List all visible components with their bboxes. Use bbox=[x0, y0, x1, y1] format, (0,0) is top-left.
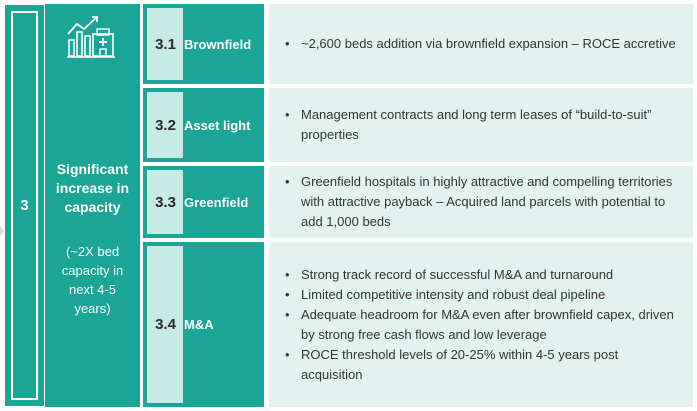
left-arrow-marker bbox=[0, 226, 4, 236]
row-number-tile bbox=[147, 170, 183, 234]
row-label: M&A bbox=[184, 317, 214, 332]
row-number-tile bbox=[147, 8, 183, 80]
pillar-subtitle-line: capacity in bbox=[61, 263, 124, 278]
bullet-item: Adequate headroom for M&A even after bro… bbox=[281, 305, 683, 345]
pillar-title-line: Significant bbox=[56, 161, 129, 177]
row-number: 3.3 bbox=[155, 193, 176, 211]
row-number: 3.2 bbox=[155, 116, 176, 134]
row-label: Brownfield bbox=[184, 36, 252, 52]
pillar-title-line: increase in bbox=[55, 180, 130, 196]
pillar-subtitle: (~2X bed capacity in next 4-5 years) bbox=[45, 242, 140, 318]
row-label: Asset light bbox=[184, 117, 251, 133]
row-label: Greenfield bbox=[184, 194, 249, 210]
row-number-tile bbox=[147, 246, 183, 403]
pillar-subtitle-line: next 4-5 bbox=[69, 282, 116, 297]
pillar-subtitle-line: (~2X bed bbox=[65, 244, 120, 259]
bullet-item: ROCE threshold levels of 20-25% within 4… bbox=[281, 345, 683, 385]
pillar-subtitle-line: years) bbox=[74, 301, 111, 316]
strategy-row-greenfield: 3.3 Greenfield bbox=[143, 166, 264, 238]
pillar-title-column: Significant increase in capacity (~2X be… bbox=[45, 4, 140, 407]
row-description-asset-light: Management contracts and long term lease… bbox=[269, 88, 693, 162]
hospital-growth-chart-icon bbox=[67, 14, 117, 60]
strategy-row-brownfield: 3.1 Brownfield bbox=[143, 4, 264, 84]
bullet-item: Limited competitive intensity and robust… bbox=[281, 285, 683, 305]
row-number: 3.1 bbox=[155, 35, 176, 53]
row-description-greenfield: Greenfield hospitals in highly attractiv… bbox=[269, 166, 693, 238]
pillar-number-frame: 3 bbox=[11, 11, 38, 400]
pillar-number: 3 bbox=[20, 197, 29, 214]
strategy-row-m-and-a: 3.4 M&A bbox=[143, 242, 264, 407]
row-description-brownfield: ~2,600 beds addition via brownfield expa… bbox=[269, 4, 693, 84]
strategy-row-asset-light: 3.2 Asset light bbox=[143, 88, 264, 162]
pillar-title: Significant increase in capacity bbox=[45, 160, 140, 217]
bullet-item: ~2,600 beds addition via brownfield expa… bbox=[281, 34, 683, 54]
pillar-title-line: capacity bbox=[64, 199, 121, 215]
row-number-tile bbox=[147, 92, 183, 158]
pillar-number-column: 3 bbox=[4, 4, 45, 407]
bullet-item: Greenfield hospitals in highly attractiv… bbox=[281, 172, 683, 232]
row-description-m-and-a: Strong track record of successful M&A an… bbox=[269, 242, 693, 407]
bullet-item: Management contracts and long term lease… bbox=[281, 105, 683, 145]
row-number: 3.4 bbox=[155, 316, 176, 333]
bullet-item: Strong track record of successful M&A an… bbox=[281, 265, 683, 285]
